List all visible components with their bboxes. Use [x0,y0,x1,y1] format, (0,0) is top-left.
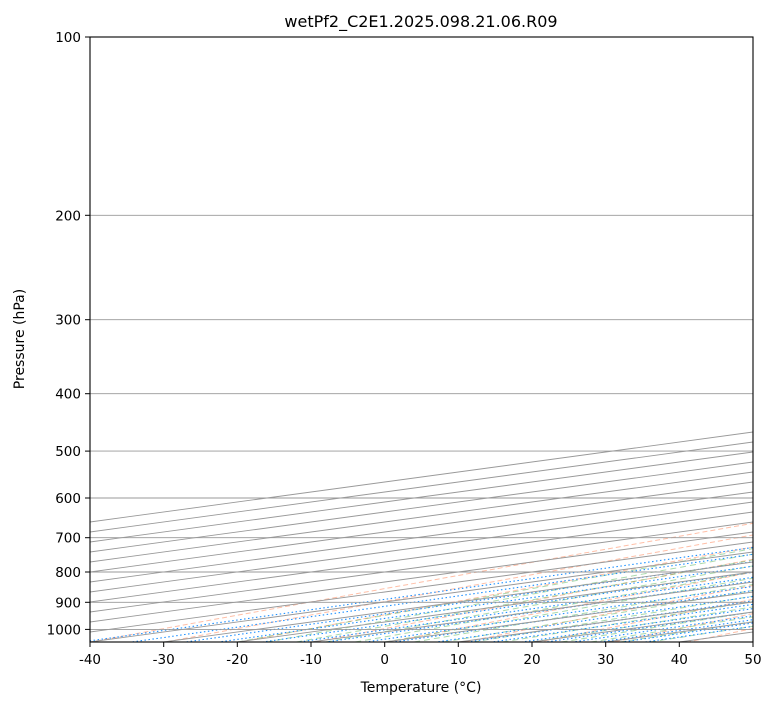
mixing-ratio-line [522,608,753,642]
dry-adiabat-line [90,522,753,642]
dry-adiabat-line [538,598,753,642]
dry-adiabat-line [239,546,753,642]
isotherm-line [90,511,753,603]
x-tick-label: -20 [226,652,248,668]
x-tick-label: 40 [671,652,688,668]
x-tick-label: 30 [597,652,614,668]
x-tick-label: 0 [380,652,389,668]
x-tick-label: 10 [450,652,467,668]
mixing-ratio-line [572,615,753,642]
dry-adiabat-line [464,585,753,642]
y-tick-label: 400 [55,387,81,403]
x-tick-label: -40 [79,652,101,668]
isotherm-line [90,491,753,583]
moist-adiabat-line [531,606,753,642]
mixing-ratio-line [218,565,753,642]
isotherm-line [90,451,753,543]
moist-adiabat-line [266,553,753,642]
chart-title: wetPf2_C2E1.2025.098.21.06.R09 [284,12,557,32]
x-tick-label: -10 [300,652,322,668]
y-tick-label: 500 [55,444,81,460]
moist-adiabat-line [355,571,753,642]
dry-adiabat-line [613,613,753,642]
y-tick-label: 1000 [47,622,81,638]
moist-adiabat-line [473,595,753,642]
y-tick-label: 800 [55,565,81,581]
x-tick-label: -30 [153,652,175,668]
moist-adiabat-line [237,548,753,642]
isotherm-line [90,521,753,613]
moist-adiabat-line [649,625,753,642]
isotherm-line [90,541,753,633]
dry-adiabat-line [314,558,753,642]
isotherm-line [90,471,753,563]
x-tick-label: 20 [523,652,540,668]
x-tick-label: 50 [744,652,761,668]
y-tick-label: 200 [55,208,81,224]
isotherm-line [605,621,753,642]
y-tick-label: 600 [55,491,81,507]
moist-adiabat-line [325,565,753,642]
y-tick-label: 900 [55,595,81,611]
dry-adiabat-line [763,37,775,642]
moist-adiabat-line [620,621,753,642]
dry-adiabat-line [688,628,753,642]
isotherm-line [384,591,753,642]
isotherm-line [90,461,753,553]
isotherm-line [752,641,753,642]
y-axis-title: Pressure (hPa) [12,289,28,389]
mixing-ratio-line [90,546,753,642]
isotherm-line [90,531,753,623]
isotherm-line [90,501,753,593]
y-tick-label: 100 [55,30,81,46]
y-tick-label: 300 [55,313,81,329]
background-lines [90,37,775,642]
isotherm-line [531,611,753,642]
x-axis-title: Temperature (°C) [360,680,482,696]
isotherm-line [90,551,753,642]
plot-frame [89,36,754,643]
isotherm-line [310,581,753,642]
isotherm-line [90,481,753,573]
moist-adiabat-line [384,577,753,642]
dry-adiabat-line [389,571,753,642]
moist-adiabat-line [502,601,753,642]
y-tick-label: 700 [55,531,81,547]
